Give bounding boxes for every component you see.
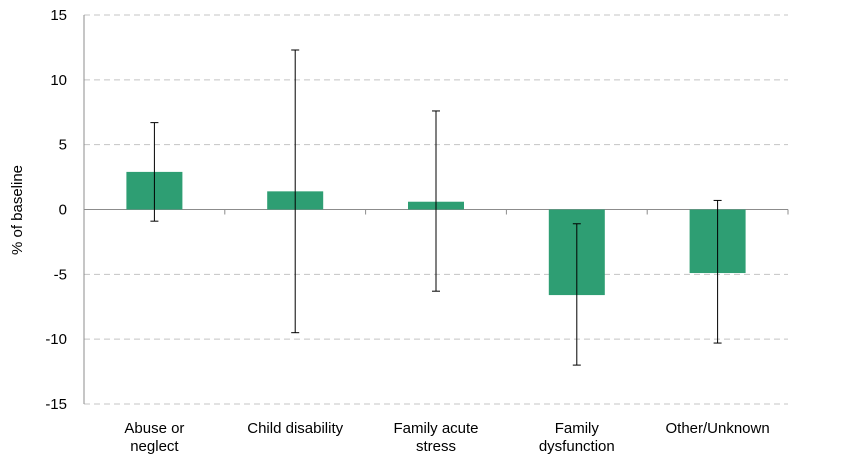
x-tick-label: Abuse or neglect xyxy=(124,420,184,455)
x-tick-label: Child disability xyxy=(247,420,343,437)
x-tick-label-line: neglect xyxy=(130,438,179,455)
y-tick-label: 5 xyxy=(59,137,67,154)
y-axis-title: % of baseline xyxy=(9,165,26,255)
x-tick-label: Family acute stress xyxy=(393,420,478,455)
x-tick-label-line: dysfunction xyxy=(539,438,615,455)
x-tick-label: Family dysfunction xyxy=(539,420,615,455)
x-tick-label-line: Family acute xyxy=(393,420,478,437)
x-tick-label-line: Other/Unknown xyxy=(665,420,769,437)
x-tick-label-line: stress xyxy=(416,438,456,455)
x-tick-label-line: Child disability xyxy=(247,420,343,437)
y-tick-label: -15 xyxy=(45,396,67,413)
x-axis-labels: Abuse or neglect Child disability Family ac… xyxy=(124,420,769,455)
y-tick-label: 10 xyxy=(50,72,67,89)
x-tick-label-line: Abuse or xyxy=(124,420,184,437)
x-tick-label: Other/Unknown xyxy=(665,420,769,437)
x-tick-label-line: Family xyxy=(555,420,600,437)
y-tick-label: -5 xyxy=(54,266,67,283)
error-bars xyxy=(150,49,722,366)
y-tick-label: -10 xyxy=(45,331,67,348)
y-tick-label: 15 xyxy=(50,7,67,24)
y-axis: 15 10 5 0 -5 -10 -15 xyxy=(45,7,85,413)
y-tick-label: 0 xyxy=(59,202,67,219)
